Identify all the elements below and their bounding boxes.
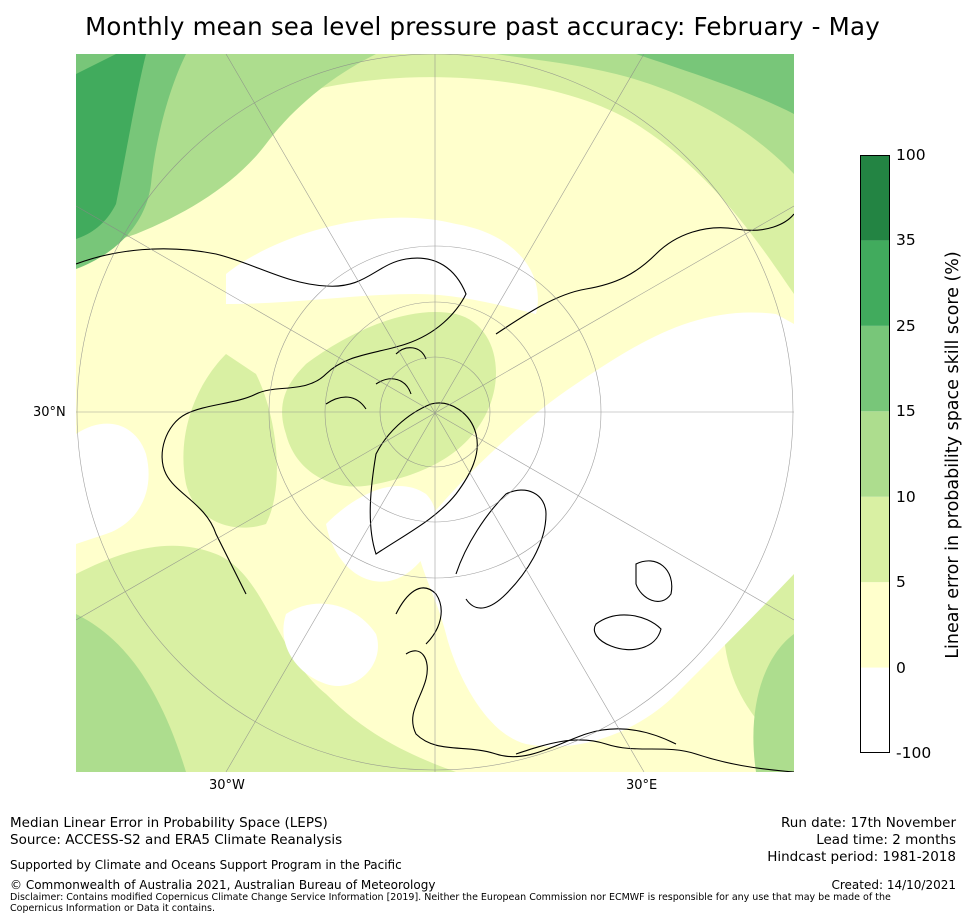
footer-disclaimer: Disclaimer: Contains modified Copernicus…	[10, 892, 891, 914]
no-skill-region-north	[226, 217, 538, 314]
coastline-europe	[395, 587, 677, 758]
colorbar	[860, 155, 890, 753]
polar-map	[76, 54, 794, 772]
colorbar-bin	[860, 411, 890, 497]
meridian-60w	[76, 205, 794, 621]
skill-region-15-25-b	[636, 54, 794, 114]
colorbar-bin	[860, 155, 890, 241]
colorbar-label: Linear error in probability space skill …	[943, 251, 963, 659]
colorbar-tick-label: 100	[896, 146, 926, 164]
colorbar-tick-label: 0	[896, 658, 906, 677]
label-30e: 30°E	[626, 778, 658, 793]
footer-hindcast: Hindcast period: 1981-2018	[767, 849, 956, 865]
colorbar-tick-label: 5	[896, 573, 906, 592]
colorbar-frame	[860, 155, 890, 753]
colorbar-tick-label: 35	[896, 231, 916, 250]
colorbar-bin	[860, 582, 890, 668]
footer-created: Created: 14/10/2021	[831, 878, 956, 892]
no-skill-region-greenland	[326, 485, 437, 582]
footer-copyright: © Commonwealth of Australia 2021, Austra…	[10, 878, 436, 892]
colorbar-bin	[860, 496, 890, 583]
coastline-greenland	[369, 402, 478, 555]
coastline-africa	[515, 739, 794, 772]
chart-title: Monthly mean sea level pressure past acc…	[85, 12, 880, 41]
footer-leps: Median Linear Error in Probability Space…	[10, 815, 328, 831]
skill-region-10-15-d	[753, 634, 794, 772]
skill-region-5-10-b	[76, 545, 456, 772]
no-skill-region-west	[76, 423, 149, 544]
coastline-north-america	[76, 248, 467, 595]
colorbar-tick-label: -100	[896, 744, 932, 762]
colorbar-bin	[860, 667, 890, 753]
footer-source: Source: ACCESS-S2 and ERA5 Climate Reana…	[10, 832, 343, 848]
colorbar-tick-label: 15	[896, 402, 916, 421]
graticule	[76, 54, 794, 772]
no-skill-region-atlantic	[283, 603, 378, 686]
colorbar-tick-label: 25	[896, 316, 916, 335]
coastline-black-caspian	[593, 560, 673, 651]
label-30w: 30°W	[209, 778, 245, 793]
colorbar-bin	[860, 325, 890, 412]
colorbar-bin	[860, 240, 890, 326]
colorbar-tick-label: 10	[896, 487, 916, 506]
skill-region-10-15-b	[496, 54, 794, 174]
skill-region-25-35	[76, 54, 146, 239]
no-skill-region-europe-asia	[416, 312, 794, 747]
coastlines	[76, 213, 794, 772]
footer-supported: Supported by Climate and Oceans Support …	[10, 858, 402, 872]
footer-lead-time: Lead time: 2 months	[816, 832, 956, 848]
coastline-scandinavia	[455, 489, 547, 609]
label-30n: 30°N	[33, 405, 66, 420]
skill-region-10-15-c	[76, 614, 186, 772]
coastline-asia	[495, 213, 794, 335]
skill-region-5-10-e	[183, 354, 277, 528]
footer-run-date: Run date: 17th November	[780, 815, 956, 831]
coastline-canadian-archipelago	[325, 347, 427, 410]
